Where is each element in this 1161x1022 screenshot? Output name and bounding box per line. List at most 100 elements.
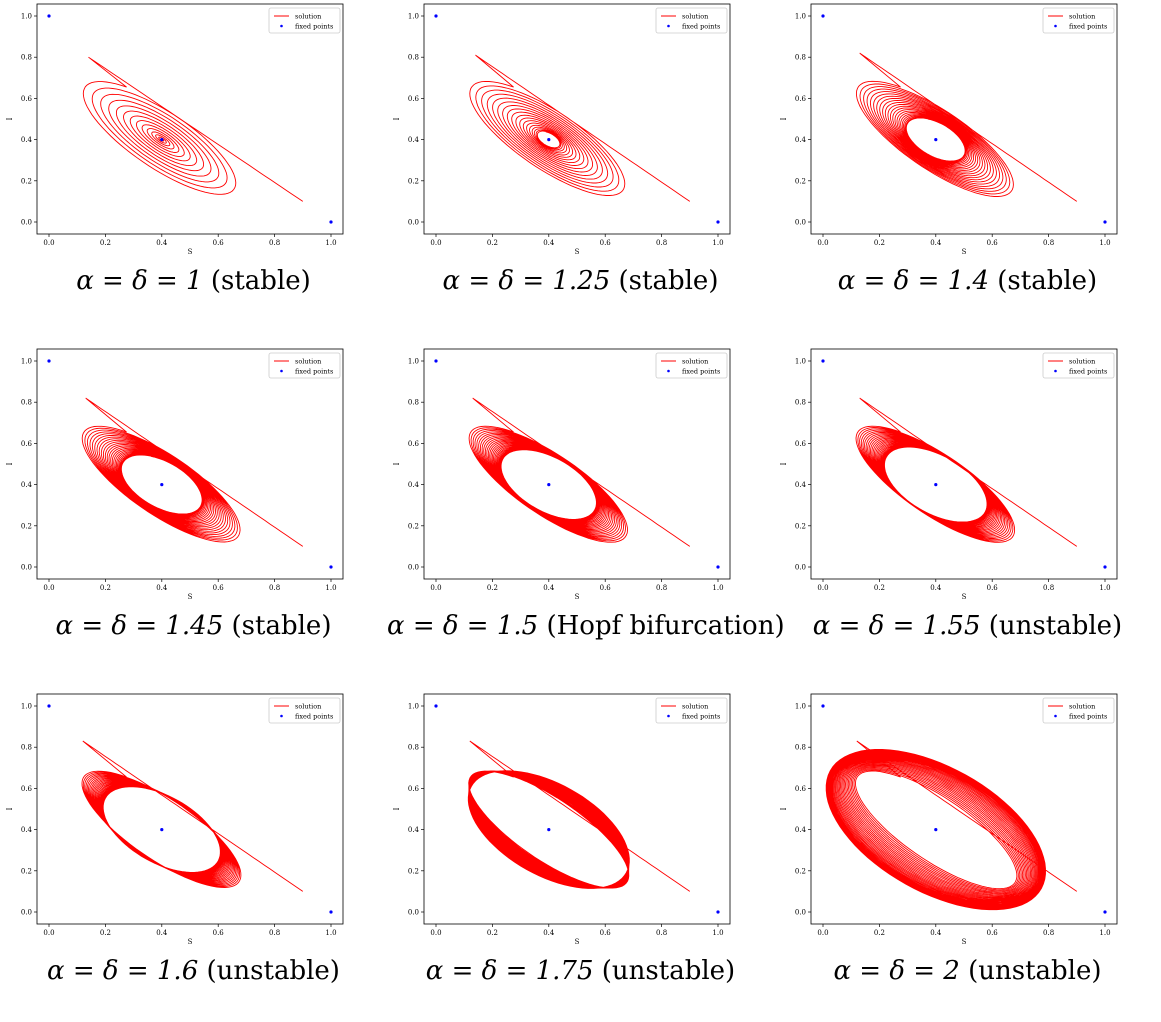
x-tick-label: 1.0 [325, 584, 336, 592]
y-tick-label: 0.0 [795, 564, 806, 572]
x-tick-label: 0.4 [543, 584, 555, 592]
x-tick-label: 0.2 [487, 929, 498, 937]
fixed-point [434, 704, 438, 708]
legend-fixed-points-label: fixed points [1069, 23, 1107, 31]
y-tick-label: 0.8 [795, 54, 806, 62]
caption-parameter: α = δ = 1.5 [387, 611, 539, 641]
x-tick-label: 1.0 [1099, 239, 1110, 247]
y-axis-label: I [6, 807, 14, 810]
subplot-caption: α = δ = 1.45 (stable) [0, 611, 387, 641]
fixed-point [434, 14, 438, 18]
caption-stability: (stable) [231, 611, 332, 641]
fixed-point [547, 138, 551, 142]
y-tick-label: 0.6 [795, 785, 807, 793]
y-tick-label: 1.0 [408, 358, 419, 366]
fixed-point [716, 565, 720, 569]
legend: solution fixed points [1042, 7, 1115, 34]
x-tick-label: 1.0 [712, 929, 723, 937]
caption-stability: (stable) [618, 266, 719, 296]
fixed-point [1103, 565, 1107, 569]
caption-parameter: α = δ = 1 [76, 266, 203, 296]
fixed-point [716, 220, 720, 224]
x-tick-label: 1.0 [712, 584, 723, 592]
x-tick-label: 0.2 [100, 239, 111, 247]
fixed-point [547, 483, 551, 487]
y-tick-label: 1.0 [21, 703, 32, 711]
x-tick-label: 0.0 [43, 929, 54, 937]
x-axis-label: S [575, 248, 580, 256]
y-tick-label: 0.4 [408, 136, 420, 144]
legend-box [1042, 7, 1115, 34]
caption-stability: (unstable) [206, 956, 340, 986]
x-axis-label: S [188, 248, 193, 256]
legend-fixed-points-label: fixed points [682, 368, 720, 376]
legend-fixed-points-swatch [1054, 369, 1057, 373]
caption-parameter: α = δ = 1.45 [55, 611, 224, 641]
legend-solution-label: solution [295, 703, 321, 711]
y-tick-label: 0.0 [408, 909, 419, 917]
axes-frame [36, 693, 344, 925]
x-tick-label: 1.0 [325, 929, 336, 937]
subplot-caption: α = δ = 1 (stable) [0, 266, 387, 296]
solution-curve [81, 740, 304, 892]
x-axis-label: S [575, 938, 580, 946]
x-tick-label: 1.0 [1099, 584, 1110, 592]
y-tick-label: 0.0 [408, 564, 419, 572]
legend: solution fixed points [655, 7, 728, 34]
phase-plot: 0.0 0.2 0.4 0.6 0.8 1.0 0.0 0.2 0.4 0.6 0.8 1.0 S Iso… [780, 3, 1118, 256]
y-axis-label: I [780, 807, 788, 810]
y-tick-label: 0.8 [408, 744, 419, 752]
y-tick-label: 0.4 [21, 481, 33, 489]
axes-frame [36, 348, 344, 580]
legend: solution fixed points [268, 7, 341, 34]
caption-stability: (unstable) [988, 611, 1123, 641]
y-axis-label: I [6, 117, 14, 120]
x-tick-label: 0.4 [156, 584, 168, 592]
legend-fixed-points-label: fixed points [682, 23, 720, 31]
x-tick-label: 1.0 [325, 239, 336, 247]
y-tick-label: 0.4 [21, 136, 33, 144]
x-tick-label: 0.6 [600, 584, 612, 592]
y-tick-label: 0.2 [21, 867, 32, 875]
x-tick-label: 0.2 [100, 929, 111, 937]
x-tick-label: 0.2 [100, 584, 111, 592]
subplot-caption: α = δ = 1.6 (unstable) [0, 956, 387, 986]
y-tick-label: 0.2 [795, 522, 806, 530]
solution-curve [81, 397, 304, 547]
legend-box [1042, 697, 1115, 724]
x-tick-label: 0.6 [987, 929, 999, 937]
solution-curve [469, 54, 691, 202]
legend-box [268, 7, 341, 34]
legend-solution-label: solution [295, 358, 321, 366]
y-axis-label: I [780, 117, 788, 120]
y-tick-label: 0.4 [408, 481, 420, 489]
caption-parameter: α = δ = 1.6 [47, 956, 199, 986]
legend-solution-label: solution [682, 703, 708, 711]
axes-frame [423, 348, 731, 580]
caption-stability: (stable) [210, 266, 311, 296]
solution-curve [467, 740, 691, 892]
legend: solution fixed points [655, 697, 728, 724]
y-tick-label: 1.0 [408, 13, 419, 21]
y-tick-label: 0.6 [21, 440, 33, 448]
legend-fixed-points-swatch [280, 369, 283, 373]
y-tick-label: 0.0 [795, 219, 806, 227]
legend-solution-label: solution [1069, 358, 1095, 366]
y-tick-label: 0.8 [408, 399, 419, 407]
y-axis-label: I [780, 462, 788, 465]
legend: solution fixed points [1042, 697, 1115, 724]
y-tick-label: 1.0 [21, 358, 32, 366]
y-tick-label: 0.4 [795, 136, 807, 144]
fixed-point [547, 828, 551, 832]
y-tick-label: 0.0 [795, 909, 806, 917]
x-tick-label: 0.4 [930, 584, 942, 592]
fixed-point [160, 483, 164, 487]
subplot-caption: α = δ = 1.55 (unstable) [774, 611, 1161, 641]
fixed-point [47, 14, 51, 18]
y-tick-label: 0.0 [21, 564, 32, 572]
